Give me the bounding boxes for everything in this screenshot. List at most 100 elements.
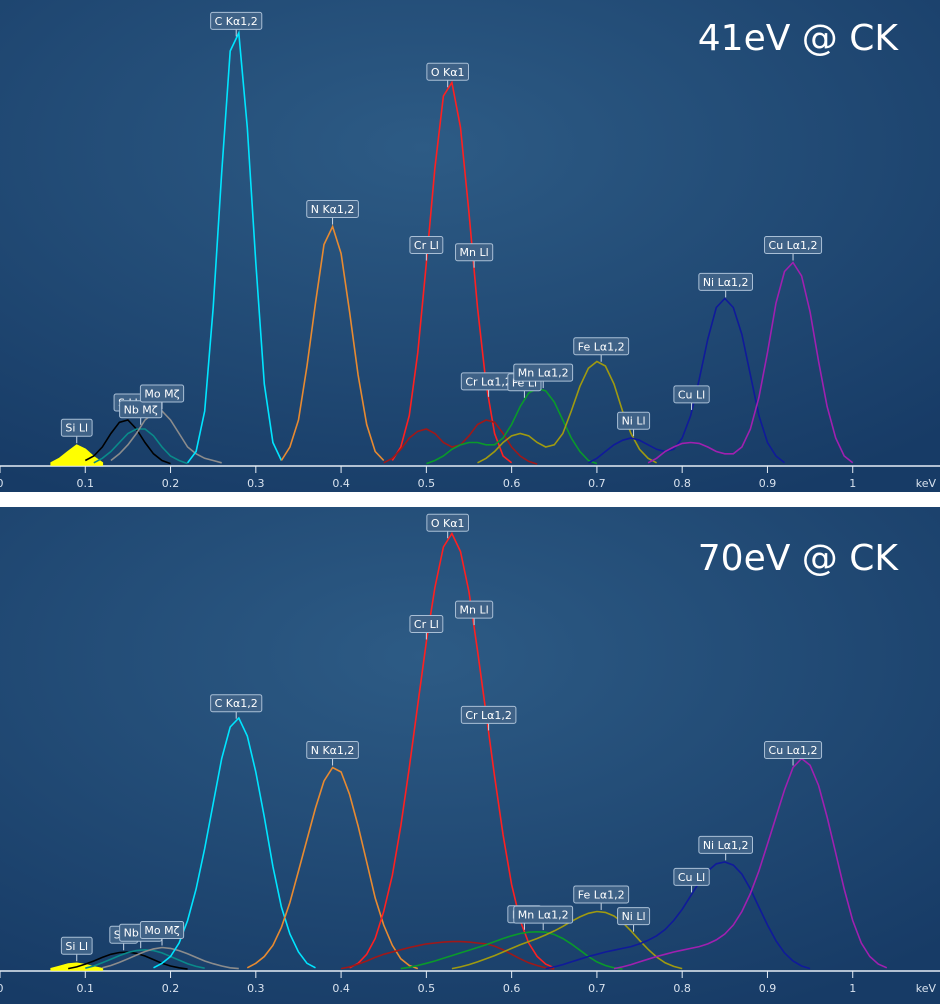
peak-label-text: Fe Lα1,2 (578, 888, 625, 901)
peak-label-box (698, 835, 753, 854)
peak-label: N Kα1,2 (306, 200, 359, 225)
peak-label: Fe Lα1,2 (573, 885, 630, 910)
peak-label-box (409, 236, 444, 254)
x-tick-label: 0.8 (673, 982, 691, 995)
peak-label-text: Cu Ll (678, 871, 705, 884)
spectrum-line (426, 387, 598, 465)
peak-label-box (513, 905, 574, 924)
x-tick-label: 0 (0, 982, 4, 995)
spectrum-line (588, 297, 785, 464)
spectrum-line (613, 757, 888, 970)
peak-label-text: Ni Lα1,2 (703, 839, 749, 852)
x-tick-label: 0.4 (332, 477, 350, 490)
spectrum-line (84, 419, 171, 465)
peak-label: N Kα1,2 (306, 741, 359, 766)
peak-label-text: Cu Ll (678, 388, 705, 401)
x-tick-label: 0.3 (247, 982, 265, 995)
spectrum-line (545, 861, 811, 970)
peak-label: Fe Lα1,2 (573, 337, 630, 362)
peak-label-box (139, 384, 185, 403)
peak-label-box (409, 615, 444, 633)
peak-label: Mn Lα1,2 (513, 905, 574, 931)
peak-label-text: O Kα1 (431, 66, 465, 79)
peak-label-text: Ni Lα1,2 (703, 276, 749, 289)
peak-label-text: Mn Lα1,2 (518, 909, 569, 922)
panel-title: 70eV @ CK (698, 538, 900, 579)
peak-label: Cu Lα1,2 (764, 741, 823, 766)
peak-label-text: Cr Ll (414, 239, 439, 252)
peak-label-box (306, 200, 359, 218)
peak-label-text: Si Ll (65, 422, 88, 435)
spectrum-line (451, 910, 683, 970)
x-tick-label: 1 (849, 982, 856, 995)
spectrum-line (340, 940, 555, 970)
spectrum-line (93, 428, 188, 465)
peak-label-text: Mn Ll (460, 604, 489, 617)
x-tick-label: 0.7 (588, 477, 606, 490)
peak-label: Ni Ll (617, 411, 651, 437)
spectrum-line (246, 766, 419, 970)
peak-label-text: Mo Mζ (144, 924, 179, 937)
peak-label-text: Mo Mζ (144, 388, 179, 401)
peak-label-box (426, 513, 469, 532)
peak-label-box (455, 243, 494, 262)
peak-label: Cr Lα1,2 (460, 705, 517, 731)
x-tick-label: 0.9 (759, 982, 777, 995)
peak-label-box (455, 600, 494, 619)
peak-label-text: N Kα1,2 (311, 744, 355, 757)
peak-label-box (306, 741, 359, 759)
peak-label: C Kα1,2 (210, 694, 263, 719)
peak-label-box (617, 907, 651, 926)
peak-label: O Kα1 (426, 62, 469, 88)
peak-label-text: Si Ll (65, 940, 88, 953)
peak-label: O Kα1 (426, 513, 469, 539)
peak-label: Mo Mζ (139, 384, 185, 409)
x-tick-label: 0.7 (588, 982, 606, 995)
peak-label: Cu Lα1,2 (764, 236, 823, 261)
peak-label-box (60, 418, 93, 437)
peak-label: Si Ll (60, 418, 93, 444)
peak-label-text: Cu Lα1,2 (769, 744, 818, 757)
peak-label-box (426, 62, 469, 81)
spectrum-line (153, 716, 316, 969)
peak-label-box (698, 272, 753, 291)
peak-label: Cr Ll (409, 236, 444, 261)
x-tick-label: 0.1 (77, 477, 95, 490)
peak-label-text: Nb Mζ (124, 403, 158, 416)
peak-label: Cr Ll (409, 615, 444, 640)
peak-label: Mo Mζ (139, 921, 185, 946)
peak-label: Mn Ll (455, 243, 494, 268)
peak-label-text: Cr Lα1,2 (465, 375, 512, 388)
x-tick-label: 0.2 (162, 982, 180, 995)
peak-label-box (460, 705, 517, 724)
peak-label-box (139, 921, 185, 939)
peak-label-text: Cr Ll (414, 618, 439, 631)
peak-label: Mn Ll (455, 600, 494, 626)
spectrum-line (391, 80, 513, 464)
peak-label-text: O Kα1 (431, 517, 465, 530)
peak-label-box (673, 385, 710, 404)
x-tick-label: 0.6 (503, 982, 521, 995)
x-axis-label: keV (916, 982, 937, 995)
peak-label-text: C Kα1,2 (215, 697, 258, 710)
peak-label-box (210, 694, 263, 713)
peak-label-text: Ni Ll (622, 910, 646, 923)
peak-label-box (60, 936, 93, 955)
spectrum-line (647, 261, 854, 464)
peak-label-text: C Kα1,2 (215, 15, 258, 28)
x-tick-label: 1 (849, 477, 856, 490)
peak-label-box (573, 885, 630, 904)
x-tick-label: 0.8 (673, 477, 691, 490)
spectrum-line (280, 224, 385, 462)
peak-label-text: Fe Lα1,2 (578, 340, 625, 353)
x-tick-label: 0.5 (418, 982, 436, 995)
peak-label-text: Ni Ll (622, 415, 646, 428)
peak-label: Mn Lα1,2 (513, 363, 574, 389)
peak-label-text: Mn Ll (460, 246, 489, 259)
peak-label-box (573, 337, 630, 356)
spectrum-line (110, 410, 222, 464)
peak-label: C Kα1,2 (210, 11, 263, 37)
spectrum-line (400, 930, 623, 970)
peak-label: Ni Lα1,2 (698, 835, 753, 861)
